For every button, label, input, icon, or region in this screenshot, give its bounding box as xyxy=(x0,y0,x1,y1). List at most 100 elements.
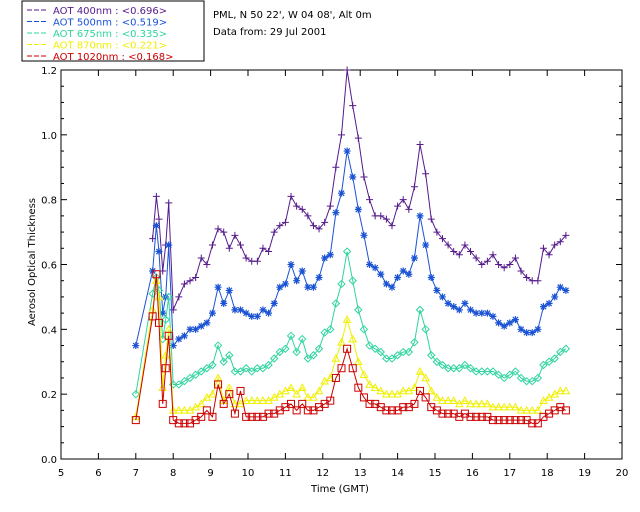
data-point xyxy=(253,412,262,421)
data-point xyxy=(247,367,256,376)
data-point xyxy=(371,264,379,272)
data-point xyxy=(287,399,296,408)
data-point xyxy=(534,325,542,333)
data-point xyxy=(152,192,160,200)
data-point xyxy=(517,267,525,275)
data-point xyxy=(331,353,341,362)
data-point xyxy=(197,254,205,262)
data-point xyxy=(152,270,161,279)
data-point xyxy=(511,367,520,376)
data-point xyxy=(360,231,368,239)
y-tick-label: 0.2 xyxy=(41,390,57,401)
data-point xyxy=(377,270,385,278)
data-point xyxy=(185,373,195,383)
data-point xyxy=(349,102,357,110)
data-point xyxy=(398,386,408,395)
data-point xyxy=(376,347,385,357)
data-point xyxy=(555,386,565,395)
data-point xyxy=(421,393,430,402)
legend-label: AOT 400nm : <0.696> xyxy=(53,6,167,17)
data-point xyxy=(533,373,543,383)
plot-frame xyxy=(60,69,623,460)
data-point xyxy=(494,416,503,425)
data-point xyxy=(314,344,324,353)
data-point xyxy=(500,322,508,330)
data-point xyxy=(154,318,163,327)
data-point xyxy=(148,312,157,321)
data-point xyxy=(326,396,335,405)
data-point xyxy=(247,412,256,421)
data-point xyxy=(287,261,295,268)
data-point xyxy=(155,248,163,256)
series-4 xyxy=(131,276,571,421)
data-point xyxy=(472,412,481,421)
data-point xyxy=(477,399,487,408)
data-point xyxy=(326,251,334,259)
data-point xyxy=(265,248,273,256)
y-tick-label: 1.2 xyxy=(41,66,57,77)
data-point xyxy=(394,273,402,281)
data-point xyxy=(399,196,407,204)
data-point xyxy=(225,390,234,399)
data-point xyxy=(214,380,223,389)
x-tick-label: 9 xyxy=(207,468,213,479)
data-point xyxy=(286,383,296,391)
data-point xyxy=(399,267,407,275)
data-point xyxy=(488,402,498,411)
data-point xyxy=(405,205,413,213)
data-point xyxy=(562,286,570,294)
data-point xyxy=(298,399,307,408)
data-point xyxy=(467,306,475,314)
data-point xyxy=(343,344,352,353)
data-point xyxy=(443,364,453,373)
data-point xyxy=(231,231,239,239)
data-point xyxy=(499,373,509,383)
data-point xyxy=(394,202,402,210)
data-point xyxy=(506,261,514,268)
series-2 xyxy=(132,147,570,350)
data-point xyxy=(494,402,503,411)
data-point xyxy=(214,283,222,291)
data-point xyxy=(517,416,526,425)
data-point xyxy=(353,357,363,366)
data-point xyxy=(551,241,559,249)
data-point xyxy=(545,251,553,259)
data-point xyxy=(477,412,486,421)
data-point xyxy=(314,386,324,395)
data-point xyxy=(545,299,553,307)
data-point xyxy=(472,254,480,262)
data-point xyxy=(236,386,245,395)
data-point xyxy=(161,364,170,373)
data-point xyxy=(393,351,402,360)
data-point xyxy=(370,383,380,391)
data-point xyxy=(511,316,519,324)
data-point xyxy=(203,319,211,327)
data-point xyxy=(382,280,390,288)
data-point xyxy=(297,383,307,391)
data-point xyxy=(293,202,301,210)
data-point xyxy=(292,347,301,357)
data-point xyxy=(169,306,177,314)
data-point xyxy=(387,389,397,398)
data-point xyxy=(467,248,475,256)
data-point xyxy=(438,293,446,301)
data-point xyxy=(174,405,184,414)
data-point xyxy=(556,347,565,357)
data-point xyxy=(349,173,357,181)
data-point xyxy=(304,283,312,291)
data-point xyxy=(303,354,313,363)
data-point xyxy=(270,299,278,307)
data-point xyxy=(360,173,368,181)
data-point xyxy=(422,170,430,178)
data-point xyxy=(416,386,425,395)
data-point xyxy=(495,261,503,268)
data-point xyxy=(410,399,419,408)
data-point xyxy=(253,364,262,373)
data-point xyxy=(237,241,245,249)
series-line xyxy=(135,150,567,347)
data-point xyxy=(527,405,537,414)
data-point xyxy=(253,396,262,404)
data-point xyxy=(164,331,173,340)
data-point xyxy=(561,386,571,395)
data-point xyxy=(455,306,463,314)
